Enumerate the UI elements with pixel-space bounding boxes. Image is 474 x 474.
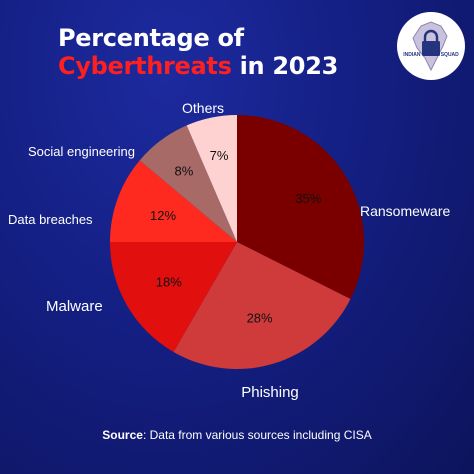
slice-category-label: Malware	[46, 298, 103, 315]
indian-cyber-squad-logo: INDIAN CYBER SQUAD	[397, 12, 465, 80]
slice-value-label: 28%	[247, 310, 273, 325]
pie-slice-ransomeware	[237, 115, 364, 299]
pie-slice-data-breaches	[110, 160, 237, 242]
slice-value-label: 8%	[175, 164, 194, 179]
title-rest: in 2023	[231, 52, 339, 80]
slice-value-label: 12%	[150, 208, 176, 223]
pie-slice-phishing	[173, 242, 351, 370]
lock-on-india-map-icon	[412, 21, 448, 72]
source-note: Source: Data from various sources includ…	[0, 428, 474, 442]
slice-value-label: 18%	[156, 274, 182, 289]
logo-text: INDIAN CYBER SQUAD	[403, 52, 459, 58]
chart-title: Percentage of Cyberthreats in 2023	[58, 24, 338, 80]
slice-value-label: 7%	[210, 148, 229, 163]
slice-value-label: 35%	[295, 191, 321, 206]
slice-category-label: Others	[182, 100, 224, 116]
pie-slice-malware	[109, 242, 237, 352]
slice-category-label: Ransomeware	[360, 203, 450, 219]
title-accent: Cyberthreats	[58, 52, 232, 80]
title-line-2: Cyberthreats in 2023	[58, 52, 338, 80]
pie-slice-social-engineering	[139, 125, 237, 242]
slice-category-label: Data breaches	[8, 212, 93, 227]
title-line-1: Percentage of	[58, 24, 244, 52]
slice-category-label: Social engineering	[28, 144, 135, 159]
source-text: : Data from various sources including CI…	[142, 428, 372, 442]
pie-slice-others	[186, 115, 237, 242]
source-label: Source	[102, 428, 143, 442]
slice-category-label: Phishing	[241, 384, 299, 401]
